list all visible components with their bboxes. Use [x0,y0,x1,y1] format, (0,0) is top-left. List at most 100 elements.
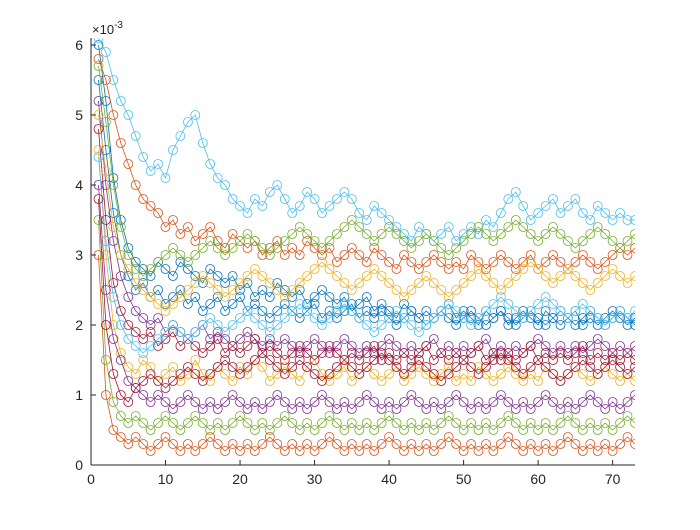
data-point [533,299,543,309]
data-point [324,369,335,379]
data-point [153,418,164,428]
data-point [369,313,380,323]
data-point [108,397,119,407]
data-point [339,250,350,260]
data-point [138,439,149,449]
data-point [577,208,588,218]
data-point [533,236,543,246]
data-point [376,299,387,309]
data-point [235,201,245,211]
data-point [346,285,357,295]
data-point [160,334,171,344]
data-point [190,236,201,246]
data-point [503,432,514,442]
data-point [160,299,171,309]
data-point [294,341,305,351]
data-point [249,194,260,204]
data-point [249,292,260,302]
data-point [451,418,462,428]
data-point [570,194,581,204]
data-point [175,341,186,351]
data-point [331,404,342,414]
data-point [108,180,119,190]
data-point [458,425,469,435]
data-point [212,418,223,428]
data-point [510,187,521,197]
data-point [585,439,596,449]
data-point [495,229,506,239]
data-point [175,292,186,302]
data-point [585,257,596,267]
data-point [287,418,298,428]
data-point [227,271,238,281]
data-point [518,264,529,274]
data-point [138,313,149,323]
data-point [235,348,245,358]
data-point [548,222,558,232]
data-point [101,117,111,127]
data-point [436,243,447,253]
data-point [451,376,462,386]
data-point [577,397,588,407]
data-point [346,418,357,428]
data-point [205,341,216,351]
data-point [257,404,268,414]
data-point [361,229,372,239]
data-point [115,306,126,316]
data-point [555,208,566,218]
data-point [317,250,327,260]
data-point [548,446,558,456]
data-point [361,390,372,400]
data-point [369,397,380,407]
data-point [384,334,395,344]
data-point [272,180,283,190]
data-point [369,355,380,365]
data-point [346,404,357,414]
data-point [466,306,477,316]
data-point [391,355,402,365]
data-point [361,418,372,428]
data-point [242,362,253,372]
y-tick-label: 1 [75,387,83,403]
data-point [123,320,134,330]
data-point [145,292,156,302]
data-point [153,159,164,169]
data-point [376,341,387,351]
data-point [458,229,469,239]
data-point [182,285,193,295]
data-point [533,334,543,344]
data-point [622,320,633,330]
data-point [309,243,320,253]
data-point [212,236,223,246]
data-point [249,446,260,456]
data-point [264,432,275,442]
data-point [294,201,305,211]
data-point [488,257,499,267]
data-point [339,397,350,407]
series-12 [93,61,635,281]
data-point [428,236,439,246]
data-point [153,439,164,449]
data-point [346,362,357,372]
data-point [212,173,223,183]
data-point [495,369,506,379]
data-point [473,425,484,435]
data-point [205,334,216,344]
data-point [428,369,439,379]
data-point [130,432,141,442]
data-point [391,418,402,428]
data-point [294,285,305,295]
data-point [115,348,126,358]
data-point [257,348,268,358]
data-point [548,397,558,407]
data-point [451,313,462,323]
data-point [331,306,342,316]
data-point [190,110,201,120]
data-point [615,355,625,365]
data-point [257,341,268,351]
data-point [257,243,268,253]
data-point [443,411,454,421]
data-point [384,369,395,379]
data-point [533,397,543,407]
data-point [354,208,365,218]
